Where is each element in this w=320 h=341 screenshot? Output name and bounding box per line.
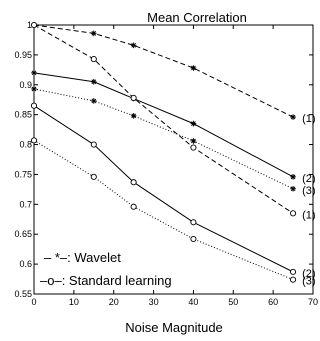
series-6 bbox=[30, 137, 297, 283]
y-tick-label: 0.6 bbox=[19, 259, 32, 269]
series-end-label: (2) bbox=[302, 173, 315, 185]
series-line bbox=[33, 105, 294, 273]
chart-title: Mean Correlation bbox=[147, 10, 247, 25]
data-point-circle bbox=[30, 21, 38, 29]
y-tick-label: 0.65 bbox=[14, 229, 32, 239]
y-tick-label: 0.55 bbox=[14, 289, 32, 299]
legend-entry-wavelet: – *–: Wavelet bbox=[44, 250, 121, 265]
data-point-star bbox=[190, 120, 197, 127]
x-tick-label: 70 bbox=[308, 297, 318, 307]
data-point-star bbox=[290, 114, 296, 120]
data-point-circle bbox=[90, 173, 97, 180]
data-point-star bbox=[31, 70, 37, 76]
series-line bbox=[33, 24, 294, 118]
data-point-star bbox=[290, 185, 296, 192]
legend-entry-standard-learning: –o–: Standard learning bbox=[40, 273, 172, 288]
y-tick-label: 0.8 bbox=[19, 140, 32, 150]
x-tick-label: 20 bbox=[109, 297, 119, 307]
series-1 bbox=[31, 22, 296, 120]
x-tick-label: 0 bbox=[31, 297, 36, 307]
data-point-circle bbox=[90, 56, 97, 63]
series-end-label: (1) bbox=[302, 209, 315, 221]
series-layer bbox=[30, 21, 297, 283]
series-5 bbox=[30, 102, 297, 275]
series-line bbox=[33, 24, 294, 214]
data-point-circle bbox=[130, 179, 137, 186]
y-tick-label: 1 bbox=[27, 20, 32, 30]
legend: – *–: Wavelet –o–: Standard learning bbox=[40, 250, 172, 288]
data-point-circle bbox=[90, 141, 97, 148]
series-4 bbox=[30, 21, 297, 217]
data-point-circle bbox=[30, 137, 38, 144]
data-point-circle bbox=[130, 203, 137, 210]
x-axis-label: Noise Magnitude bbox=[125, 320, 223, 335]
x-tick-label: 60 bbox=[268, 297, 278, 307]
data-point-star bbox=[90, 98, 97, 104]
y-tick-label: 0.7 bbox=[19, 199, 32, 209]
y-tick-label: 0.75 bbox=[14, 169, 32, 179]
data-point-star bbox=[90, 78, 97, 85]
data-point-circle bbox=[190, 219, 197, 226]
x-tick-label: 10 bbox=[69, 297, 79, 307]
data-point-star bbox=[130, 113, 137, 119]
data-point-circle bbox=[290, 268, 297, 275]
series-end-label: (3) bbox=[302, 185, 315, 197]
data-point-star bbox=[90, 30, 97, 37]
plot-frame bbox=[33, 24, 314, 295]
data-point-circle bbox=[130, 94, 137, 101]
data-point-circle bbox=[290, 210, 297, 217]
data-point-circle bbox=[190, 235, 197, 243]
x-tick-label: 40 bbox=[188, 297, 198, 307]
data-point-star bbox=[190, 138, 197, 144]
data-point-circle bbox=[30, 102, 38, 109]
data-point-star bbox=[190, 65, 197, 71]
y-tick-label: 0.85 bbox=[14, 110, 32, 120]
data-point-circle bbox=[190, 144, 197, 151]
y-tick-label: 0.95 bbox=[14, 50, 32, 60]
series-end-label: (3) bbox=[302, 276, 315, 288]
data-point-circle bbox=[290, 276, 297, 283]
y-tick-label: 0.9 bbox=[19, 80, 32, 90]
series-line bbox=[33, 88, 294, 190]
series-3 bbox=[31, 86, 296, 192]
series-end-label: (1) bbox=[302, 113, 315, 125]
data-point-star bbox=[290, 174, 296, 180]
data-point-star bbox=[130, 42, 137, 49]
series-line bbox=[33, 72, 294, 178]
x-tick-label: 50 bbox=[228, 297, 238, 307]
line-labels: (1)(2)(3)(1)(2)(3) bbox=[302, 113, 315, 288]
data-point-star bbox=[31, 86, 37, 92]
series-end-label: (2) bbox=[302, 268, 315, 280]
series-2 bbox=[31, 70, 296, 180]
axis-ticks: 0 10 20 30 40 50 60 70 0.55 0.6 0.65 0.7 0.75 0.8 0.85… bbox=[14, 20, 318, 307]
x-tick-label: 30 bbox=[149, 297, 159, 307]
